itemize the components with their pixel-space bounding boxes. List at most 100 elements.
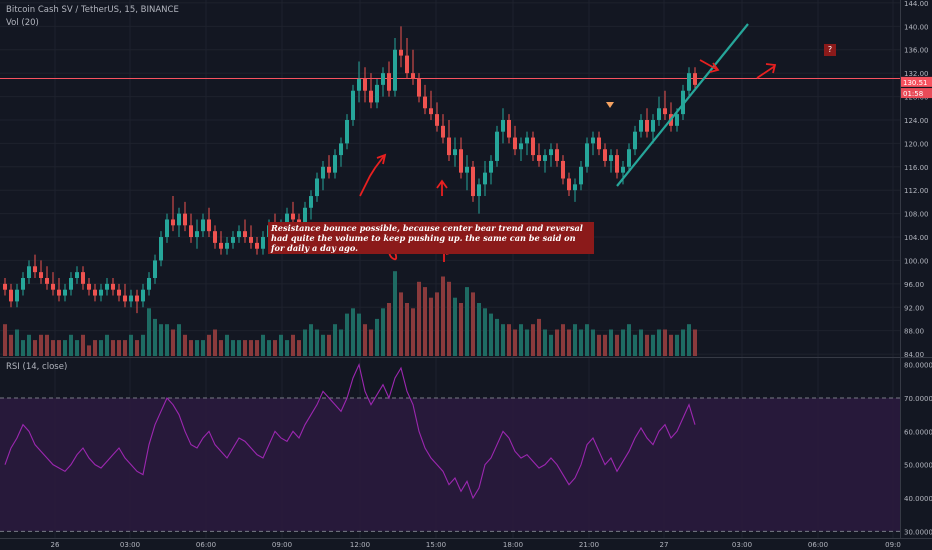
volume-bar (567, 329, 571, 356)
volume-bar (153, 318, 157, 356)
volume-bar (279, 334, 283, 356)
volume-bar (645, 334, 649, 356)
volume-bar (321, 334, 325, 356)
chart-symbol-title[interactable]: Bitcoin Cash SV / TetherUS, 15, BINANCE (6, 5, 179, 15)
candle-body (123, 295, 127, 302)
candle-body (507, 119, 511, 138)
volume-bar (237, 340, 241, 356)
volume-bar (447, 281, 451, 356)
candle-body (219, 242, 223, 249)
candle-body (567, 178, 571, 191)
price-label-box (901, 76, 932, 87)
candle-body (381, 73, 385, 85)
candle-body (255, 242, 259, 249)
volume-bar (519, 324, 523, 356)
candle-body (609, 155, 613, 161)
candle-body (387, 73, 391, 91)
volume-bar (381, 308, 385, 356)
candle-body (303, 207, 307, 226)
volume-bar (543, 329, 547, 356)
candle-body (447, 137, 451, 156)
question-mark-note[interactable]: ? (824, 44, 836, 56)
candle-body (261, 237, 265, 249)
candle-body (309, 196, 313, 208)
volume-bar (681, 329, 685, 356)
candle-body (573, 184, 577, 191)
volume-legend[interactable]: Vol (20) (6, 18, 39, 28)
volume-bar (183, 334, 187, 356)
volume-bar (459, 303, 463, 356)
candle-body (411, 73, 415, 80)
volume-bar (141, 334, 145, 356)
volume-bar (363, 324, 367, 356)
candle-body (147, 277, 151, 290)
candle-body (15, 289, 19, 302)
time-tick-label: 06:00 (196, 541, 216, 549)
candle-body (99, 289, 103, 296)
volume-bar (99, 340, 103, 356)
volume-bar (537, 318, 541, 356)
candle-body (3, 283, 7, 290)
candle-body (333, 155, 337, 173)
candle-body (603, 149, 607, 161)
candle-body (363, 79, 367, 91)
time-tick-label: 15:00 (426, 541, 446, 549)
candle-body (489, 160, 493, 173)
volume-bar (513, 329, 517, 356)
candle-body (645, 119, 649, 132)
volume-bar (189, 340, 193, 356)
volume-bar (423, 287, 427, 356)
volume-bar (435, 292, 439, 356)
volume-bar (9, 334, 13, 356)
candle-body (9, 289, 13, 302)
volume-bar (129, 334, 133, 356)
annotation-note[interactable]: Resistance bounce possible, because cent… (268, 222, 594, 254)
volume-bar (195, 340, 199, 356)
price-tick-label: 104.00 (904, 234, 929, 242)
candle-body (555, 149, 559, 161)
candle-body (243, 231, 247, 238)
volume-bar (33, 340, 37, 356)
volume-bar (123, 340, 127, 356)
rsi-tick-label: 70.0000 (904, 395, 932, 403)
volume-bar (345, 313, 349, 356)
rsi-legend[interactable]: RSI (14, close) (6, 362, 68, 372)
candle-body (159, 237, 163, 261)
volume-bar (663, 329, 667, 356)
candle-body (657, 108, 661, 120)
volume-bar (657, 329, 661, 356)
candle-body (459, 149, 463, 173)
candle-body (69, 277, 73, 290)
trendline[interactable] (616, 23, 749, 187)
volume-bar (219, 340, 223, 356)
candle-body (189, 225, 193, 238)
time-tick-label: 03:00 (732, 541, 752, 549)
arrow-right-drawing (699, 59, 720, 73)
volume-bar (507, 324, 511, 356)
time-tick-label: 12:00 (350, 541, 370, 549)
candle-body (561, 160, 565, 179)
volume-bar (573, 324, 577, 356)
candle-body (633, 131, 637, 150)
candle-body (585, 143, 589, 167)
candle-body (51, 283, 55, 290)
candle-body (237, 231, 241, 238)
volume-bar (57, 340, 61, 356)
volume-bar (135, 340, 139, 356)
volume-bar (621, 329, 625, 356)
volume-bar (207, 334, 211, 356)
candle-body (129, 295, 133, 302)
candle-body (171, 219, 175, 226)
candle-body (525, 137, 529, 144)
price-tick-label: 132.00 (904, 70, 929, 78)
price-tick-label: 120.00 (904, 140, 929, 148)
candle-body (135, 295, 139, 302)
candle-body (93, 289, 97, 296)
candle-body (339, 143, 343, 156)
rsi-panel (0, 362, 900, 532)
volume-bar (579, 329, 583, 356)
price-label-box (901, 88, 932, 99)
volume-bar (231, 340, 235, 356)
candle-body (177, 213, 181, 226)
